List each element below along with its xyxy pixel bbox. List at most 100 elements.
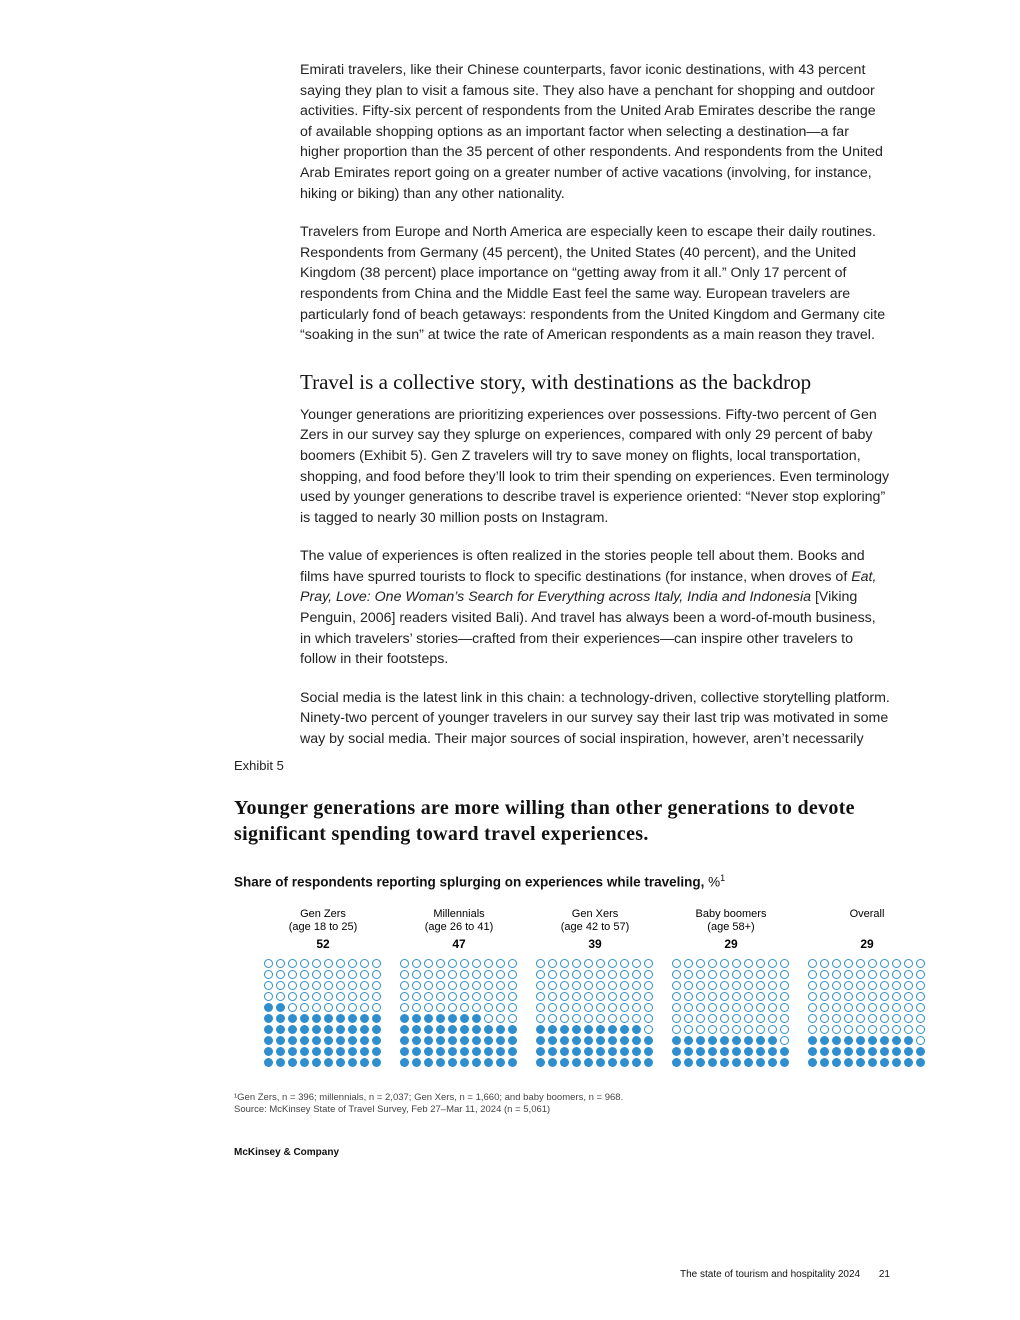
dot-filled xyxy=(820,1058,829,1067)
dot-empty xyxy=(348,970,357,979)
dot-filled xyxy=(472,1047,481,1056)
dot-empty xyxy=(536,1003,545,1012)
dot-empty xyxy=(572,1003,581,1012)
dot-empty xyxy=(732,981,741,990)
group-value: 52 xyxy=(264,937,382,951)
dot-filled xyxy=(484,1058,493,1067)
dot-filled xyxy=(672,1047,681,1056)
paragraph-5: Social media is the latest link in this … xyxy=(300,688,890,750)
dot-empty xyxy=(472,981,481,990)
dot-filled xyxy=(536,1058,545,1067)
dot-filled xyxy=(324,1058,333,1067)
dot-filled xyxy=(768,1047,777,1056)
dot-filled xyxy=(460,1025,469,1034)
dot-filled xyxy=(276,1047,285,1056)
dot-empty xyxy=(844,1014,853,1023)
dot-empty xyxy=(360,1003,369,1012)
dot-empty xyxy=(820,1003,829,1012)
dot-filled xyxy=(436,1036,445,1045)
dot-empty xyxy=(832,1003,841,1012)
dot-empty xyxy=(684,1025,693,1034)
dot-empty xyxy=(904,992,913,1001)
dot-empty xyxy=(632,992,641,1001)
dot-empty xyxy=(324,959,333,968)
dot-empty xyxy=(620,981,629,990)
dot-filled xyxy=(276,1003,285,1012)
dot-filled xyxy=(336,1036,345,1045)
dot-empty xyxy=(324,992,333,1001)
dot-filled xyxy=(460,1058,469,1067)
dot-empty xyxy=(780,1025,789,1034)
dot-filled xyxy=(372,1058,381,1067)
dot-empty xyxy=(448,1003,457,1012)
dot-empty xyxy=(708,1003,717,1012)
dot-filled xyxy=(264,1036,273,1045)
dot-empty xyxy=(400,1003,409,1012)
dot-empty xyxy=(264,981,273,990)
dot-empty xyxy=(720,1014,729,1023)
dot-filled xyxy=(916,1058,925,1067)
dot-empty xyxy=(904,970,913,979)
dot-empty xyxy=(608,1014,617,1023)
dot-empty xyxy=(756,970,765,979)
dot-filled xyxy=(372,1047,381,1056)
dot-filled xyxy=(684,1047,693,1056)
dot-empty xyxy=(768,1014,777,1023)
dot-empty xyxy=(372,1003,381,1012)
dot-empty xyxy=(608,992,617,1001)
dot-empty xyxy=(916,1014,925,1023)
dot-filled xyxy=(584,1025,593,1034)
dot-filled xyxy=(472,1014,481,1023)
dot-filled xyxy=(436,1047,445,1056)
dot-filled xyxy=(348,1047,357,1056)
dot-empty xyxy=(880,992,889,1001)
dot-filled xyxy=(264,1047,273,1056)
dot-empty xyxy=(424,970,433,979)
dot-empty xyxy=(324,981,333,990)
dot-empty xyxy=(560,981,569,990)
dot-filled xyxy=(548,1058,557,1067)
dot-empty xyxy=(892,1003,901,1012)
dot-empty xyxy=(780,959,789,968)
dot-empty xyxy=(288,992,297,1001)
dot-grid xyxy=(536,959,654,1068)
dot-filled xyxy=(288,1036,297,1045)
dot-empty xyxy=(892,981,901,990)
dot-empty xyxy=(856,1014,865,1023)
dot-empty xyxy=(708,959,717,968)
dot-empty xyxy=(400,959,409,968)
dot-filled xyxy=(496,1047,505,1056)
footer-page-number: 21 xyxy=(879,1269,890,1280)
dot-chart-group: Overall 29 xyxy=(808,908,926,1069)
dot-empty xyxy=(672,981,681,990)
dot-empty xyxy=(808,1003,817,1012)
dot-empty xyxy=(348,1003,357,1012)
dot-filled xyxy=(412,1014,421,1023)
dot-filled xyxy=(460,1036,469,1045)
dot-empty xyxy=(832,959,841,968)
dot-filled xyxy=(584,1058,593,1067)
dot-filled xyxy=(336,1047,345,1056)
dot-chart-group: Baby boomers(age 58+)29 xyxy=(672,908,790,1069)
dot-filled xyxy=(560,1025,569,1034)
dot-filled xyxy=(608,1036,617,1045)
dot-empty xyxy=(696,970,705,979)
dot-empty xyxy=(424,992,433,1001)
dot-filled xyxy=(436,1014,445,1023)
dot-empty xyxy=(632,1014,641,1023)
dot-empty xyxy=(484,1003,493,1012)
dot-filled xyxy=(448,1014,457,1023)
dot-empty xyxy=(336,970,345,979)
dot-empty xyxy=(832,1025,841,1034)
dot-filled xyxy=(424,1058,433,1067)
dot-empty xyxy=(312,970,321,979)
brand: McKinsey & Company xyxy=(234,1147,894,1158)
dot-empty xyxy=(412,981,421,990)
dot-filled xyxy=(508,1058,517,1067)
dot-filled xyxy=(412,1036,421,1045)
dot-filled xyxy=(264,1058,273,1067)
dot-empty xyxy=(868,981,877,990)
dot-empty xyxy=(768,992,777,1001)
dot-empty xyxy=(732,970,741,979)
dot-empty xyxy=(684,1003,693,1012)
